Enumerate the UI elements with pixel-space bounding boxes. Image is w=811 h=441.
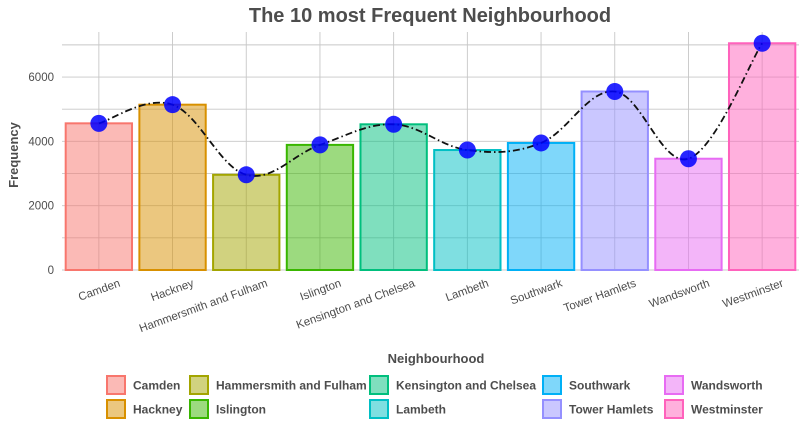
x-axis-title: Neighbourhood [388, 351, 485, 366]
point-wandsworth [679, 150, 697, 168]
bar-islington [285, 143, 355, 271]
legend: Camden Hackney Hammersmith and Fulham Islin… [106, 375, 763, 419]
point-camden [90, 114, 108, 132]
y-axis-title: Frequency [6, 121, 21, 188]
point-southwark [532, 134, 550, 152]
points [90, 34, 771, 184]
y-tick-label: 0 [48, 265, 54, 277]
bar-hammersmith-and-fulham [212, 173, 281, 271]
legend-item-lambeth: Lambeth [369, 399, 446, 419]
legend-label: Hammersmith and Fulham [216, 379, 367, 393]
legend-swatch [664, 399, 684, 419]
legend-item-tower-hamlets: Tower Hamlets [542, 399, 654, 419]
bars [64, 42, 797, 272]
legend-swatch [189, 399, 209, 419]
trend-line-path [98, 42, 763, 177]
x-tick-label-southwark: Southwark [509, 277, 564, 307]
legend-item-islington: Islington [189, 399, 266, 419]
bar-southwark [506, 141, 576, 271]
bar-lambeth [433, 149, 502, 272]
legend-swatch [106, 399, 126, 419]
legend-item-hackney: Hackney [106, 399, 183, 419]
point-tower-hamlets [606, 83, 624, 100]
legend-label: Islington [216, 403, 266, 417]
point-kensington-and-chelsea [385, 115, 403, 133]
point-islington [311, 136, 329, 154]
legend-label: Hackney [133, 403, 183, 417]
trend-line [98, 42, 763, 177]
legend-item-camden: Camden [106, 375, 180, 395]
legend-swatch [369, 399, 389, 419]
legend-swatch [106, 375, 126, 395]
x-tick-label-camden: Camden [77, 278, 122, 304]
legend-swatch [369, 375, 389, 395]
legend-swatch [542, 399, 562, 419]
point-lambeth [458, 141, 476, 159]
point-hammersmith-and-fulham [237, 166, 255, 184]
x-tick-label-islington: Islington [299, 278, 343, 304]
x-tick-label-kensington-and-chelsea: Kensington and Chelsea [295, 277, 417, 331]
legend-label: Wandsworth [691, 379, 763, 393]
x-tick-label-westminster: Westminster [721, 277, 785, 310]
legend-label: Southwark [569, 379, 631, 393]
x-tick-label-hackney: Hackney [149, 277, 195, 304]
legend-item-hammersmith-and-fulham: Hammersmith and Fulham [189, 375, 367, 395]
legend-item-wandsworth: Wandsworth [664, 375, 763, 395]
bar-tower-hamlets [580, 90, 649, 271]
y-tick-label: 4000 [28, 136, 54, 148]
bar-wandsworth [654, 157, 723, 271]
legend-swatch [542, 375, 562, 395]
legend-label: Camden [133, 379, 180, 393]
bar-hackney [138, 103, 207, 271]
y-tick-label: 6000 [28, 72, 54, 84]
legend-label: Lambeth [396, 403, 446, 417]
chart-title: The 10 most Frequent Neighbourhood [249, 5, 611, 27]
x-tick-label-tower-hamlets: Tower Hamlets [562, 277, 638, 314]
x-tick-label-hammersmith-and-fulham: Hammersmith and Fulham [138, 278, 269, 336]
x-tick-label-lambeth: Lambeth [444, 278, 490, 305]
bar-camden [64, 122, 134, 271]
legend-label: Westminster [691, 403, 763, 417]
legend-item-kensington-and-chelsea: Kensington and Chelsea [369, 375, 536, 395]
bar-kensington-and-chelsea [359, 123, 428, 271]
legend-item-southwark: Southwark [542, 375, 631, 395]
x-tick-label-wandsworth: Wandsworth [648, 278, 712, 311]
point-westminster [753, 34, 771, 52]
y-axis-ticks: 0 2000 4000 6000 [28, 72, 54, 277]
legend-label: Tower Hamlets [569, 403, 654, 417]
legend-label: Kensington and Chelsea [396, 379, 536, 393]
legend-item-westminster: Westminster [664, 399, 763, 419]
y-tick-label: 2000 [28, 201, 54, 213]
point-hackney [164, 96, 182, 114]
legend-swatch [189, 375, 209, 395]
legend-swatch [664, 375, 684, 395]
bar-westminster [727, 42, 797, 271]
